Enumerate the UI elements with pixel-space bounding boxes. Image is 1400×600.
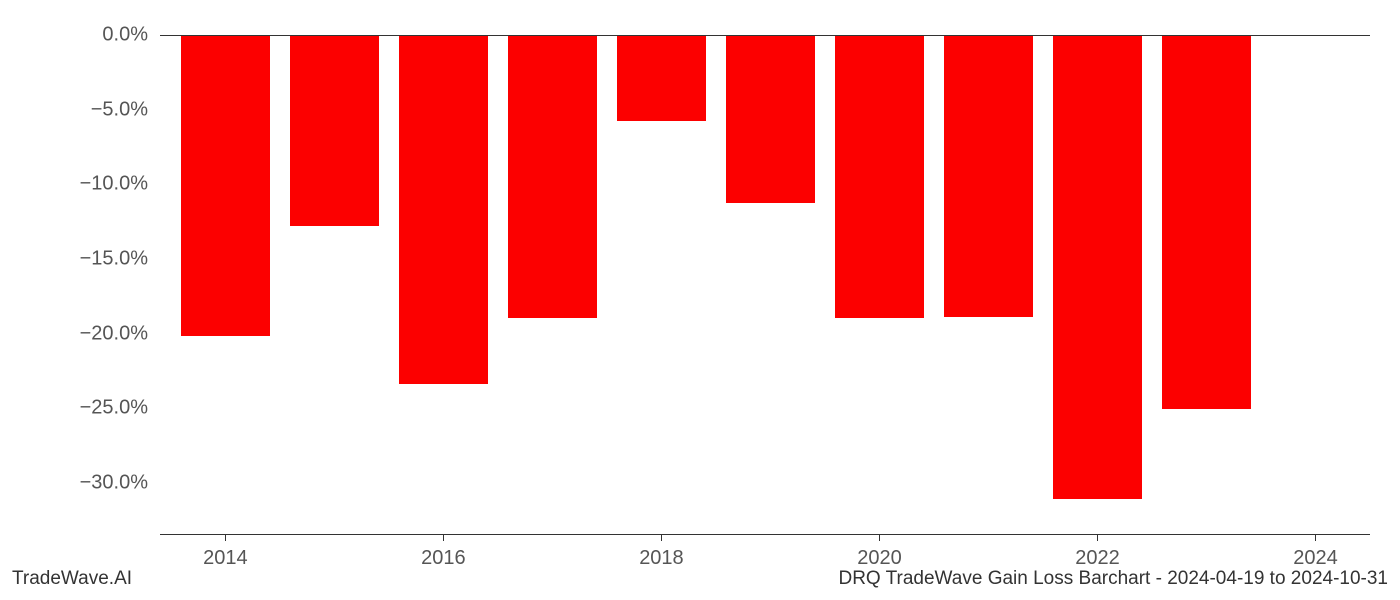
bars-group <box>160 36 1370 534</box>
x-tick-mark <box>1097 535 1098 541</box>
x-tick-mark <box>225 535 226 541</box>
bar-2018 <box>617 36 706 121</box>
bar-2020 <box>835 36 924 318</box>
x-tick-label: 2014 <box>203 547 248 570</box>
bar-2017 <box>508 36 597 318</box>
x-tick-mark <box>661 535 662 541</box>
y-tick-label: −10.0% <box>8 173 148 196</box>
x-tick-label: 2018 <box>639 547 684 570</box>
footer-left-text: TradeWave.AI <box>12 568 132 590</box>
bar-2023 <box>1162 36 1251 409</box>
footer-right-text: DRQ TradeWave Gain Loss Barchart - 2024-… <box>838 568 1388 590</box>
x-tick-mark <box>443 535 444 541</box>
y-tick-label: −5.0% <box>8 98 148 121</box>
x-tick-mark <box>879 535 880 541</box>
y-tick-label: −25.0% <box>8 397 148 420</box>
bar-2022 <box>1053 36 1142 499</box>
y-tick-label: −20.0% <box>8 322 148 345</box>
plot-area <box>160 35 1370 535</box>
y-tick-label: −15.0% <box>8 247 148 270</box>
x-tick-label: 2022 <box>1075 547 1120 570</box>
chart-container <box>160 35 1370 535</box>
x-tick-label: 2024 <box>1293 547 1338 570</box>
x-tick-mark <box>1315 535 1316 541</box>
y-tick-label: 0.0% <box>8 24 148 47</box>
y-tick-label: −30.0% <box>8 471 148 494</box>
x-tick-label: 2020 <box>857 547 902 570</box>
bar-2021 <box>944 36 1033 317</box>
bar-2015 <box>290 36 379 226</box>
x-tick-label: 2016 <box>421 547 466 570</box>
bar-2016 <box>399 36 488 384</box>
bar-2019 <box>726 36 815 203</box>
bar-2014 <box>181 36 270 336</box>
